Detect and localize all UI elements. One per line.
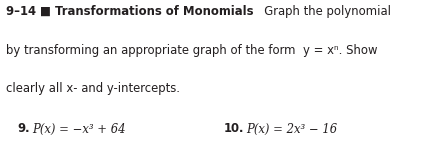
Text: 9.: 9. — [17, 122, 30, 135]
Text: 10.: 10. — [224, 122, 244, 135]
Text: Graph the polynomial: Graph the polynomial — [253, 5, 391, 18]
Text: clearly all x- and y-intercepts.: clearly all x- and y-intercepts. — [6, 82, 180, 95]
Text: P(x) = −x³ + 64: P(x) = −x³ + 64 — [32, 122, 126, 135]
Text: by transforming an appropriate graph of the form  y = xⁿ. Show: by transforming an appropriate graph of … — [6, 44, 377, 57]
Text: 9–14 ■ Transformations of Monomials: 9–14 ■ Transformations of Monomials — [6, 5, 253, 18]
Text: P(x) = 2x³ − 16: P(x) = 2x³ − 16 — [246, 122, 337, 135]
